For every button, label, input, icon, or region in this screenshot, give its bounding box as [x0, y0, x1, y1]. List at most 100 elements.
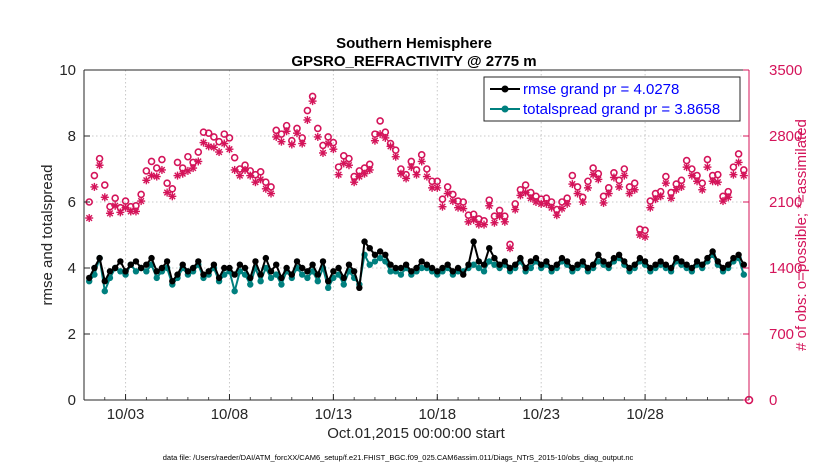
asterisk-stroke — [667, 194, 675, 202]
asterisk-stroke — [740, 172, 748, 179]
assimilated-obs-point — [111, 201, 120, 210]
asterisk-stroke — [195, 158, 202, 165]
assimilated-obs-point — [329, 145, 338, 154]
assimilated-obs-point — [152, 172, 161, 181]
asterisk-stroke — [314, 133, 322, 141]
rmse-point — [324, 278, 332, 285]
assimilated-obs-point — [313, 132, 322, 141]
asterisk-stroke — [402, 175, 410, 182]
rmse-point — [371, 251, 379, 258]
asterisk-stroke — [553, 211, 561, 219]
asterisk-stroke — [350, 178, 358, 186]
rmse-point — [434, 268, 441, 275]
asterisk-stroke — [693, 177, 701, 185]
assimilated-obs-point — [85, 214, 94, 223]
rmse-point — [330, 268, 337, 275]
asterisk-stroke — [517, 192, 524, 199]
assimilated-obs-point — [516, 191, 525, 200]
rmse-point — [210, 261, 218, 268]
rmse-point — [537, 261, 545, 268]
rmse-point — [667, 264, 675, 272]
assimilated-obs-point — [506, 244, 515, 253]
rmse-point — [600, 258, 607, 265]
possible-obs-point — [423, 165, 431, 173]
assimilated-obs-point — [282, 127, 291, 136]
possible-obs-point — [184, 152, 192, 161]
possible-obs-point — [158, 155, 166, 164]
assimilated-obs-point — [298, 139, 307, 148]
possible-obs-point — [142, 167, 151, 175]
assimilated-obs-point — [443, 189, 452, 198]
y-right-tick-label: 0 — [769, 392, 777, 409]
chart-title: Southern Hemisphere — [336, 35, 492, 52]
assimilated-obs-point — [552, 211, 561, 220]
spread-point — [387, 268, 394, 275]
possible-obs-point — [220, 130, 229, 138]
spread-point — [273, 271, 280, 278]
spread-point — [376, 254, 384, 262]
possible-obs-point — [100, 181, 109, 189]
spread-point — [740, 271, 748, 278]
rmse-point — [85, 274, 93, 282]
rmse-point — [543, 258, 550, 265]
assimilated-obs-point — [734, 158, 743, 167]
assimilated-obs-point — [719, 197, 728, 206]
rmse-point — [693, 258, 701, 265]
asterisk-stroke — [449, 197, 457, 205]
rmse-point — [589, 261, 597, 268]
asterisk-stroke — [636, 231, 644, 239]
possible-obs-point — [173, 158, 182, 167]
rmse-point — [189, 264, 197, 272]
spread-point — [527, 264, 534, 272]
rmse-point — [91, 264, 98, 272]
assimilated-obs-point — [526, 194, 535, 203]
rmse-point — [615, 251, 623, 258]
assimilated-obs-point — [620, 171, 629, 180]
rmse-point — [299, 264, 306, 272]
rmse-point — [283, 264, 290, 272]
asterisk-stroke — [252, 178, 259, 186]
rmse-point — [392, 264, 399, 272]
x-tick-label: 10/23 — [522, 406, 560, 423]
asterisk-stroke — [272, 133, 280, 141]
data-file-footer: data file: /Users/raeder/DAI/ATM_forcXX/… — [163, 453, 634, 462]
rmse-point — [402, 261, 410, 268]
assimilated-obs-point — [698, 185, 707, 194]
assimilated-obs-point — [438, 202, 447, 211]
rmse-point — [454, 264, 462, 272]
asterisk-stroke — [319, 149, 327, 157]
asterisk-stroke — [257, 176, 264, 183]
possible-obs-point — [194, 148, 203, 156]
rmse-point — [169, 278, 176, 285]
spread-point — [397, 271, 405, 278]
rmse-point — [184, 268, 192, 275]
assimilated-obs-point — [105, 209, 114, 218]
asterisk-stroke — [356, 173, 363, 180]
rmse-point — [408, 268, 415, 275]
rmse-point — [647, 264, 654, 272]
assimilated-obs-point — [147, 171, 156, 180]
asterisk-stroke — [485, 202, 493, 210]
rmse-series — [85, 238, 748, 291]
asterisk-stroke — [408, 163, 415, 171]
y-right-tick-label: 2100 — [769, 194, 802, 211]
spread-point — [418, 264, 425, 272]
assimilated-obs-point — [131, 207, 140, 216]
asterisk-stroke — [709, 177, 716, 185]
assimilated-obs-point — [568, 180, 577, 189]
x-axis-label: Oct.01,2015 00:00:00 start — [327, 425, 505, 442]
asterisk-stroke — [428, 184, 436, 192]
asterisk-stroke — [262, 185, 270, 193]
rmse-point — [641, 258, 649, 265]
rmse-point — [137, 264, 145, 272]
y-tick-label: 8 — [68, 128, 76, 145]
asterisk-stroke — [683, 163, 690, 171]
assimilated-obs-point — [500, 217, 509, 226]
asterisk-stroke — [506, 244, 514, 252]
assimilated-obs-point — [137, 197, 146, 206]
assimilated-obs-point — [163, 188, 172, 197]
x-tick-label: 10/13 — [315, 406, 353, 423]
rmse-point — [460, 271, 467, 278]
rmse-point — [174, 271, 181, 278]
possible-obs-point — [313, 124, 322, 133]
